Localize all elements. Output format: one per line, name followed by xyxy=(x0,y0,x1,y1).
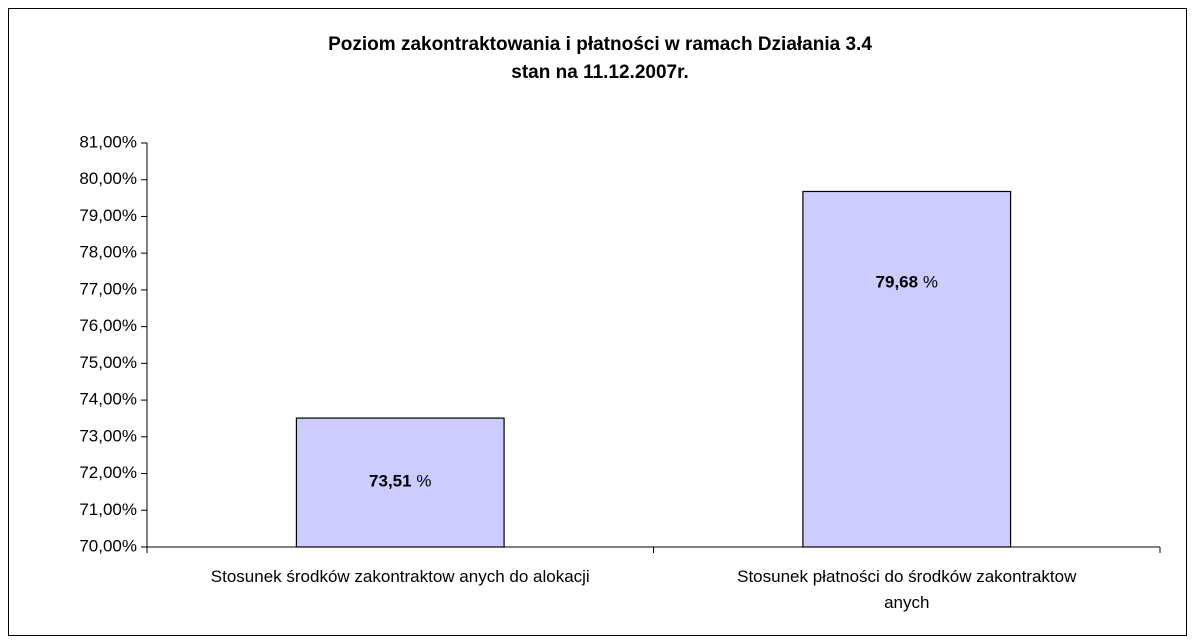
y-tick-label: 71,00% xyxy=(79,500,137,519)
y-tick-label: 79,00% xyxy=(79,206,137,225)
y-tick-label: 72,00% xyxy=(79,463,137,482)
y-tick-label: 70,00% xyxy=(79,536,137,555)
y-tick-label: 77,00% xyxy=(79,279,137,298)
x-tick-label: Stosunek płatności do środków zakontrakt… xyxy=(737,567,1077,612)
value-number: 79,68 xyxy=(876,273,919,292)
chart-title: Poziom zakontraktowania i płatności w ra… xyxy=(328,34,872,55)
bar xyxy=(802,190,1012,548)
y-tick-label: 76,00% xyxy=(79,316,137,335)
y-tick-label: 78,00% xyxy=(79,243,137,262)
value-unit: % xyxy=(918,273,938,292)
value-label: 73,51 % xyxy=(369,472,431,491)
y-tick-label: 75,00% xyxy=(79,353,137,372)
y-tick-label: 74,00% xyxy=(79,390,137,409)
value-unit: % xyxy=(412,472,432,491)
y-tick-label: 73,00% xyxy=(79,426,137,445)
chart-subtitle: stan na 11.12.2007r. xyxy=(511,62,688,83)
value-label: 79,68 % xyxy=(876,273,938,292)
bar xyxy=(295,417,505,548)
value-number: 73,51 xyxy=(369,472,412,491)
y-tick-label: 80,00% xyxy=(79,169,137,188)
x-tick-label: Stosunek środków zakontraktow anych do a… xyxy=(210,567,590,586)
y-tick-label: 81,00% xyxy=(79,132,137,151)
